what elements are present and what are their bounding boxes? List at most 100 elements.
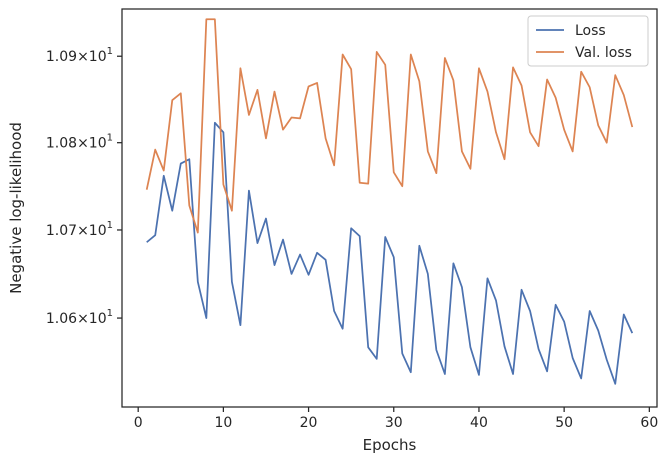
data-point-val-loss xyxy=(163,169,165,171)
data-point-loss xyxy=(580,377,582,379)
y-tick-label: 1.06×101 xyxy=(46,308,113,327)
x-tick-label: 30 xyxy=(385,415,403,431)
data-point-val-loss xyxy=(486,90,488,92)
data-point-val-loss xyxy=(341,53,343,55)
data-point-val-loss xyxy=(256,89,258,91)
data-point-val-loss xyxy=(350,68,352,70)
data-point-val-loss xyxy=(273,90,275,92)
data-point-loss xyxy=(563,320,565,322)
data-point-loss xyxy=(623,313,625,315)
data-point-val-loss xyxy=(154,148,156,150)
x-tick-label: 60 xyxy=(640,415,658,431)
data-point-val-loss xyxy=(410,53,412,55)
axes-frame xyxy=(121,8,658,408)
data-point-val-loss xyxy=(231,210,233,212)
data-point-loss xyxy=(631,332,633,334)
data-point-val-loss xyxy=(316,82,318,84)
y-tick-base: 10 xyxy=(89,49,107,65)
data-point-loss xyxy=(410,371,412,373)
data-point-loss xyxy=(214,122,216,124)
data-point-val-loss xyxy=(401,185,403,187)
data-point-val-loss xyxy=(520,84,522,86)
data-point-val-loss xyxy=(427,150,429,152)
data-point-loss xyxy=(393,256,395,258)
data-point-loss xyxy=(358,235,360,237)
data-point-val-loss xyxy=(418,80,420,82)
data-point-val-loss xyxy=(631,126,633,128)
data-point-val-loss xyxy=(563,128,565,130)
data-point-loss xyxy=(597,329,599,331)
data-point-loss xyxy=(427,273,429,275)
data-point-val-loss xyxy=(597,124,599,126)
x-tick-label: 50 xyxy=(555,415,573,431)
y-tick-base: 10 xyxy=(89,136,107,152)
data-point-loss xyxy=(589,310,591,312)
y-tick-mantissa: 1.06 xyxy=(46,311,77,327)
x-tick-label: 20 xyxy=(300,415,318,431)
data-point-val-loss xyxy=(358,182,360,184)
data-point-val-loss xyxy=(307,85,309,87)
y-axis-label: Negative log-likelihood xyxy=(7,122,25,294)
data-point-loss xyxy=(401,352,403,354)
data-point-val-loss xyxy=(478,67,480,69)
x-axis-label: Epochs xyxy=(363,436,417,454)
data-point-loss xyxy=(512,373,514,375)
data-point-val-loss xyxy=(180,92,182,94)
data-point-val-loss xyxy=(589,86,591,88)
y-tick-exponent: 1 xyxy=(107,220,113,231)
y-tick-mantissa: 1.09 xyxy=(46,49,77,65)
data-point-loss xyxy=(265,217,267,219)
data-point-loss xyxy=(461,286,463,288)
data-point-val-loss xyxy=(333,164,335,166)
data-point-loss xyxy=(376,358,378,360)
data-point-val-loss xyxy=(239,67,241,69)
data-point-loss xyxy=(205,317,207,319)
data-point-val-loss xyxy=(376,51,378,53)
data-point-val-loss xyxy=(606,141,608,143)
data-point-loss xyxy=(290,273,292,275)
legend-box xyxy=(527,15,649,67)
data-point-loss xyxy=(384,236,386,238)
data-point-loss xyxy=(316,252,318,254)
data-point-val-loss xyxy=(512,66,514,68)
data-point-loss xyxy=(367,346,369,348)
data-point-val-loss xyxy=(248,114,250,116)
data-point-val-loss xyxy=(171,99,173,101)
data-point-val-loss xyxy=(537,145,539,147)
data-point-loss xyxy=(478,374,480,376)
data-point-loss xyxy=(529,310,531,312)
data-point-loss xyxy=(231,281,233,283)
data-point-val-loss xyxy=(580,71,582,73)
data-point-loss xyxy=(248,189,250,191)
data-point-loss xyxy=(299,253,301,255)
x-tick-label: 0 xyxy=(134,415,143,431)
data-point-val-loss xyxy=(282,128,284,130)
data-point-val-loss xyxy=(222,183,224,185)
data-point-loss xyxy=(163,175,165,177)
legend-label-loss: Loss xyxy=(575,23,606,39)
data-point-val-loss xyxy=(197,231,199,233)
data-point-val-loss xyxy=(571,150,573,152)
data-point-loss xyxy=(146,241,148,243)
data-point-loss xyxy=(324,259,326,261)
data-point-val-loss xyxy=(614,74,616,76)
data-point-loss xyxy=(256,242,258,244)
data-point-val-loss xyxy=(452,79,454,81)
data-point-loss xyxy=(273,264,275,266)
data-point-loss xyxy=(333,310,335,312)
data-point-val-loss xyxy=(546,78,548,80)
y-tick-exponent: 1 xyxy=(107,46,113,57)
data-point-val-loss xyxy=(384,64,386,66)
data-point-loss xyxy=(188,158,190,160)
data-point-val-loss xyxy=(290,116,292,118)
data-point-val-loss xyxy=(265,137,267,139)
data-point-loss xyxy=(503,345,505,347)
data-point-val-loss xyxy=(393,171,395,173)
data-point-loss xyxy=(341,328,343,330)
y-tick-label: 1.09×101 xyxy=(46,46,113,65)
data-point-loss xyxy=(154,234,156,236)
data-point-loss xyxy=(537,348,539,350)
data-point-loss xyxy=(222,131,224,133)
